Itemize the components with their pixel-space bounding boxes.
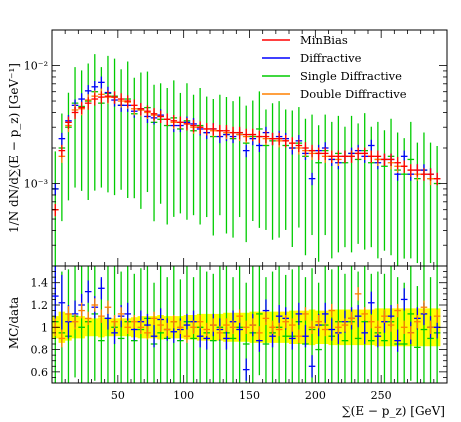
legend-label: Single Diffractive xyxy=(300,69,402,83)
x-tick-label: 100 xyxy=(173,389,194,402)
ratio-series-double-diffractive xyxy=(52,287,441,348)
main-y-tick-label: 10⁻² xyxy=(24,60,48,73)
ratio-y-tick-label: 1.2 xyxy=(31,299,49,312)
ratio-panel: 0.6 0.8 1 1.2 1.4 50 100 150 200 250 MC/data ∑(E… xyxy=(7,265,448,418)
main-panel: 10⁻³ 10⁻² 1/N dN/d∑(E − p_z) [GeV⁻¹] MinB… xyxy=(7,29,448,267)
x-tick-label: 250 xyxy=(371,389,392,402)
legend: MinBias Diffractive Single Diffractive Doub… xyxy=(262,33,407,101)
legend-label: Double Diffractive xyxy=(300,87,407,101)
x-axis-title: ∑(E − p_z) [GeV] xyxy=(342,404,445,418)
legend-label: MinBias xyxy=(300,33,348,47)
x-tick-label: 50 xyxy=(111,389,125,402)
x-tick-label: 150 xyxy=(239,389,260,402)
ratio-y-tick-label: 1.4 xyxy=(31,277,49,290)
ratio-plot-marks xyxy=(52,266,441,383)
ratio-y-tick-label: 1 xyxy=(41,321,48,334)
x-axis: 50 100 150 200 250 xyxy=(64,266,435,402)
main-y-axis-title: 1/N dN/d∑(E − p_z) [GeV⁻¹] xyxy=(7,63,21,233)
ratio-y-tick-label: 0.6 xyxy=(31,366,49,379)
main-y-axis: 10⁻³ 10⁻² xyxy=(24,29,447,267)
main-plot-marks xyxy=(52,54,441,266)
main-y-tick-label: 10⁻³ xyxy=(24,178,48,191)
x-tick-label: 200 xyxy=(305,389,326,402)
ratio-y-axis-title: MC/data xyxy=(7,297,21,349)
legend-label: Diffractive xyxy=(300,51,362,65)
main-series-minbias xyxy=(52,90,441,217)
ratio-y-tick-label: 0.8 xyxy=(31,344,49,357)
ratio-y-axis: 0.6 0.8 1 1.2 1.4 xyxy=(31,271,447,384)
